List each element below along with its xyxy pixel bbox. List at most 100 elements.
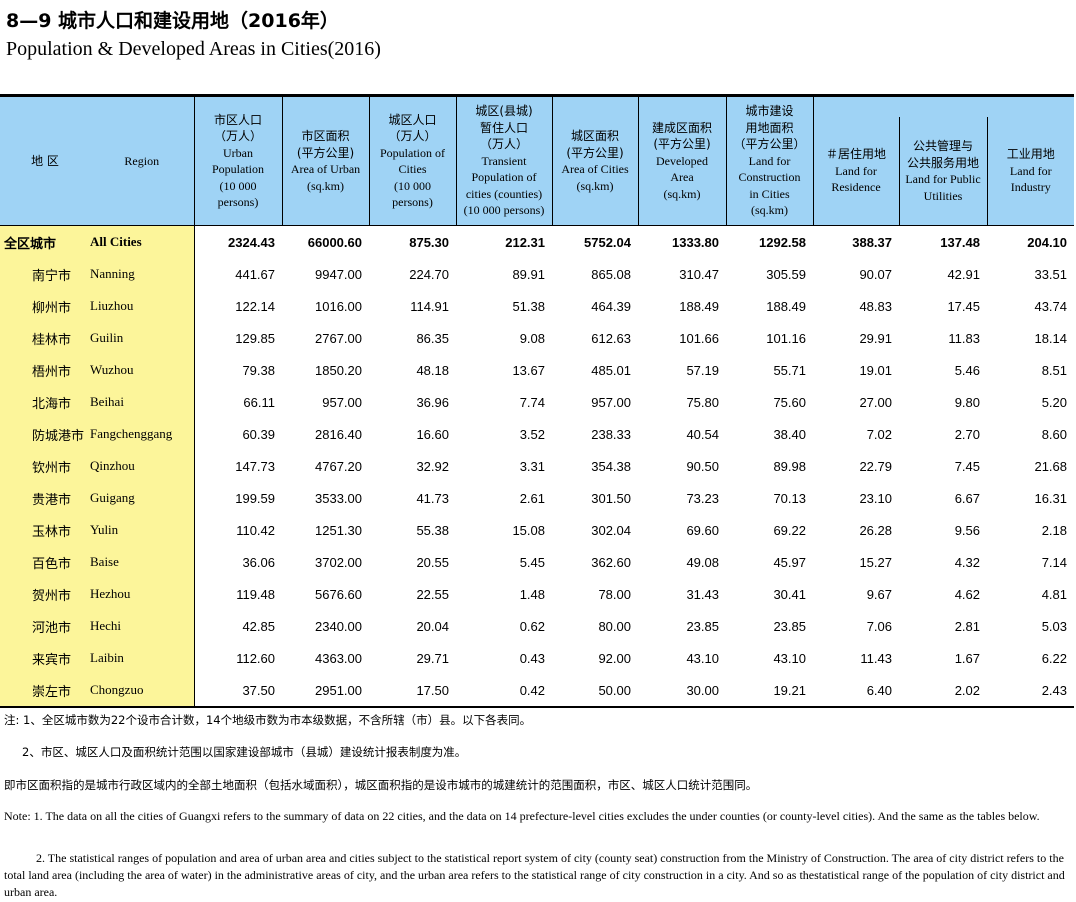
value-cell: 80.00	[598, 618, 631, 634]
header-label-en: Land for Construction in Cities (sq.km)	[738, 153, 801, 218]
value-cell: 69.60	[686, 522, 719, 538]
header-label-cn: 城区面积 (平方公里)	[566, 129, 624, 160]
region-name-cn: 贵港市	[0, 482, 90, 514]
value-cell: 69.22	[773, 522, 806, 538]
value-cell: 9.56	[954, 522, 980, 538]
value-cell: 199.59	[235, 490, 275, 506]
value-cell: 9.67	[866, 586, 892, 602]
value-cell: 16.31	[1034, 490, 1068, 506]
table-title-english: Population & Developed Areas in Cities(2…	[6, 38, 381, 60]
value-cell: 19.01	[859, 362, 892, 378]
note-cn-1: 注: 1、全区城市数为22个设市合计数，14个地级市数为市本级数据，不含所辖（市…	[4, 713, 532, 727]
table-row: 贺州市 Hezhou 119.48 5676.60 22.55 1.48 78.00 31.4…	[0, 578, 1074, 610]
region-name-cn: 崇左市	[0, 674, 90, 707]
value-cell: 5.46	[954, 362, 980, 378]
header-region-en: Region	[90, 95, 194, 226]
region-name-en: Beihai	[90, 386, 195, 418]
region-name-cn: 北海市	[0, 386, 90, 418]
value-cell: 86.35	[416, 330, 449, 346]
header-label-cn: 城区(县城) 暂住人口 （万人）	[475, 104, 533, 152]
header-label-cn: 市区人口 （万人）	[213, 112, 262, 144]
header-label-en: Population of Cities (10 000 persons)	[380, 145, 445, 210]
value-cell: 129.85	[235, 330, 275, 346]
value-cell: 875.30	[409, 234, 449, 250]
value-cell: 1016.00	[315, 298, 362, 314]
value-cell: 9947.00	[315, 266, 362, 282]
value-cell: 36.96	[416, 394, 449, 410]
value-cell: 41.73	[416, 490, 449, 506]
value-cell: 40.54	[686, 426, 719, 442]
region-name-en: Yulin	[90, 514, 195, 546]
value-cell: 5.45	[519, 554, 545, 570]
value-cell: 4.81	[1041, 586, 1068, 602]
region-name-en: Wuzhou	[90, 354, 195, 386]
value-cell: 43.74	[1034, 298, 1068, 314]
value-cell: 101.66	[679, 330, 719, 346]
table-row: 全区城市 All Cities 2324.43 66000.60 875.30 212.3…	[0, 225, 1074, 258]
value-cell: 55.71	[773, 362, 806, 378]
value-cell: 11.83	[948, 330, 980, 346]
value-cell: 1333.80	[672, 234, 719, 250]
value-cell: 17.45	[947, 298, 980, 314]
value-cell: 5.03	[1041, 618, 1068, 634]
value-cell: 92.00	[598, 650, 631, 666]
value-cell: 2.70	[954, 426, 980, 442]
value-cell: 1850.20	[315, 362, 362, 378]
region-name-en: Chongzuo	[90, 674, 195, 707]
value-cell: 57.19	[686, 362, 719, 378]
value-cell: 32.92	[416, 458, 449, 474]
header-label-cn: 城区人口 （万人）	[388, 112, 437, 144]
value-cell: 122.14	[235, 298, 275, 314]
value-cell: 13.67	[512, 362, 545, 378]
value-cell: 29.91	[859, 330, 892, 346]
region-name-en: Qinzhou	[90, 450, 195, 482]
value-cell: 15.27	[859, 554, 892, 570]
region-name-cn: 全区城市	[0, 225, 90, 258]
value-cell: 11.43	[860, 650, 892, 666]
value-cell: 3702.00	[315, 554, 362, 570]
value-cell: 4363.00	[315, 650, 362, 666]
region-name-cn: 河池市	[0, 610, 90, 642]
value-cell: 8.60	[1041, 426, 1068, 442]
value-cell: 42.91	[947, 266, 980, 282]
value-cell: 362.60	[591, 554, 631, 570]
value-cell: 31.43	[686, 586, 719, 602]
table-title-chinese: 8—9 城市人口和建设用地（2016年）	[6, 10, 339, 32]
note-en-2: 2. The statistical ranges of population …	[4, 851, 1065, 899]
value-cell: 51.38	[512, 298, 545, 314]
value-cell: 20.55	[416, 554, 449, 570]
region-name-en: Baise	[90, 546, 195, 578]
table-row: 钦州市 Qinzhou 147.73 4767.20 32.92 3.31 354.38 90…	[0, 450, 1074, 482]
value-cell: 89.98	[773, 458, 806, 474]
value-cell: 2324.43	[228, 234, 275, 250]
value-cell: 957.00	[322, 394, 362, 410]
value-cell: 16.60	[416, 426, 449, 442]
note-en-1: Note: 1. The data on all the cities of G…	[4, 809, 1040, 823]
table-row: 贵港市 Guigang 199.59 3533.00 41.73 2.61 301.50 73…	[0, 482, 1074, 514]
region-name-cn: 玉林市	[0, 514, 90, 546]
region-name-en: Nanning	[90, 258, 195, 290]
value-cell: 90.07	[859, 266, 892, 282]
value-cell: 301.50	[591, 490, 631, 506]
header-col: 城市建设 用地面积 （平方公里） Land for Construction in…	[725, 95, 813, 226]
value-cell: 48.83	[859, 298, 892, 314]
table-row: 崇左市 Chongzuo 37.50 2951.00 17.50 0.42 50.00 30.…	[0, 674, 1074, 707]
value-cell: 485.01	[591, 362, 631, 378]
value-cell: 0.42	[519, 682, 545, 698]
value-cell: 7.06	[866, 618, 892, 634]
header-label-cn: ＃居住用地	[825, 147, 886, 162]
value-cell: 55.38	[416, 522, 449, 538]
value-cell: 4.62	[954, 586, 980, 602]
header-col: 城区面积 (平方公里) Area of Cities (sq.km)	[551, 95, 638, 226]
value-cell: 212.31	[505, 234, 545, 250]
header-col: 城区人口 （万人） Population of Cities (10 000 pe…	[368, 95, 456, 226]
value-cell: 101.16	[766, 330, 806, 346]
value-cell: 2.81	[954, 618, 980, 634]
value-cell: 147.73	[235, 458, 275, 474]
value-cell: 238.33	[591, 426, 631, 442]
value-cell: 22.55	[416, 586, 449, 602]
value-cell: 3.52	[519, 426, 545, 442]
value-cell: 6.40	[866, 682, 892, 698]
region-name-en: Liuzhou	[90, 290, 195, 322]
value-cell: 70.13	[773, 490, 806, 506]
